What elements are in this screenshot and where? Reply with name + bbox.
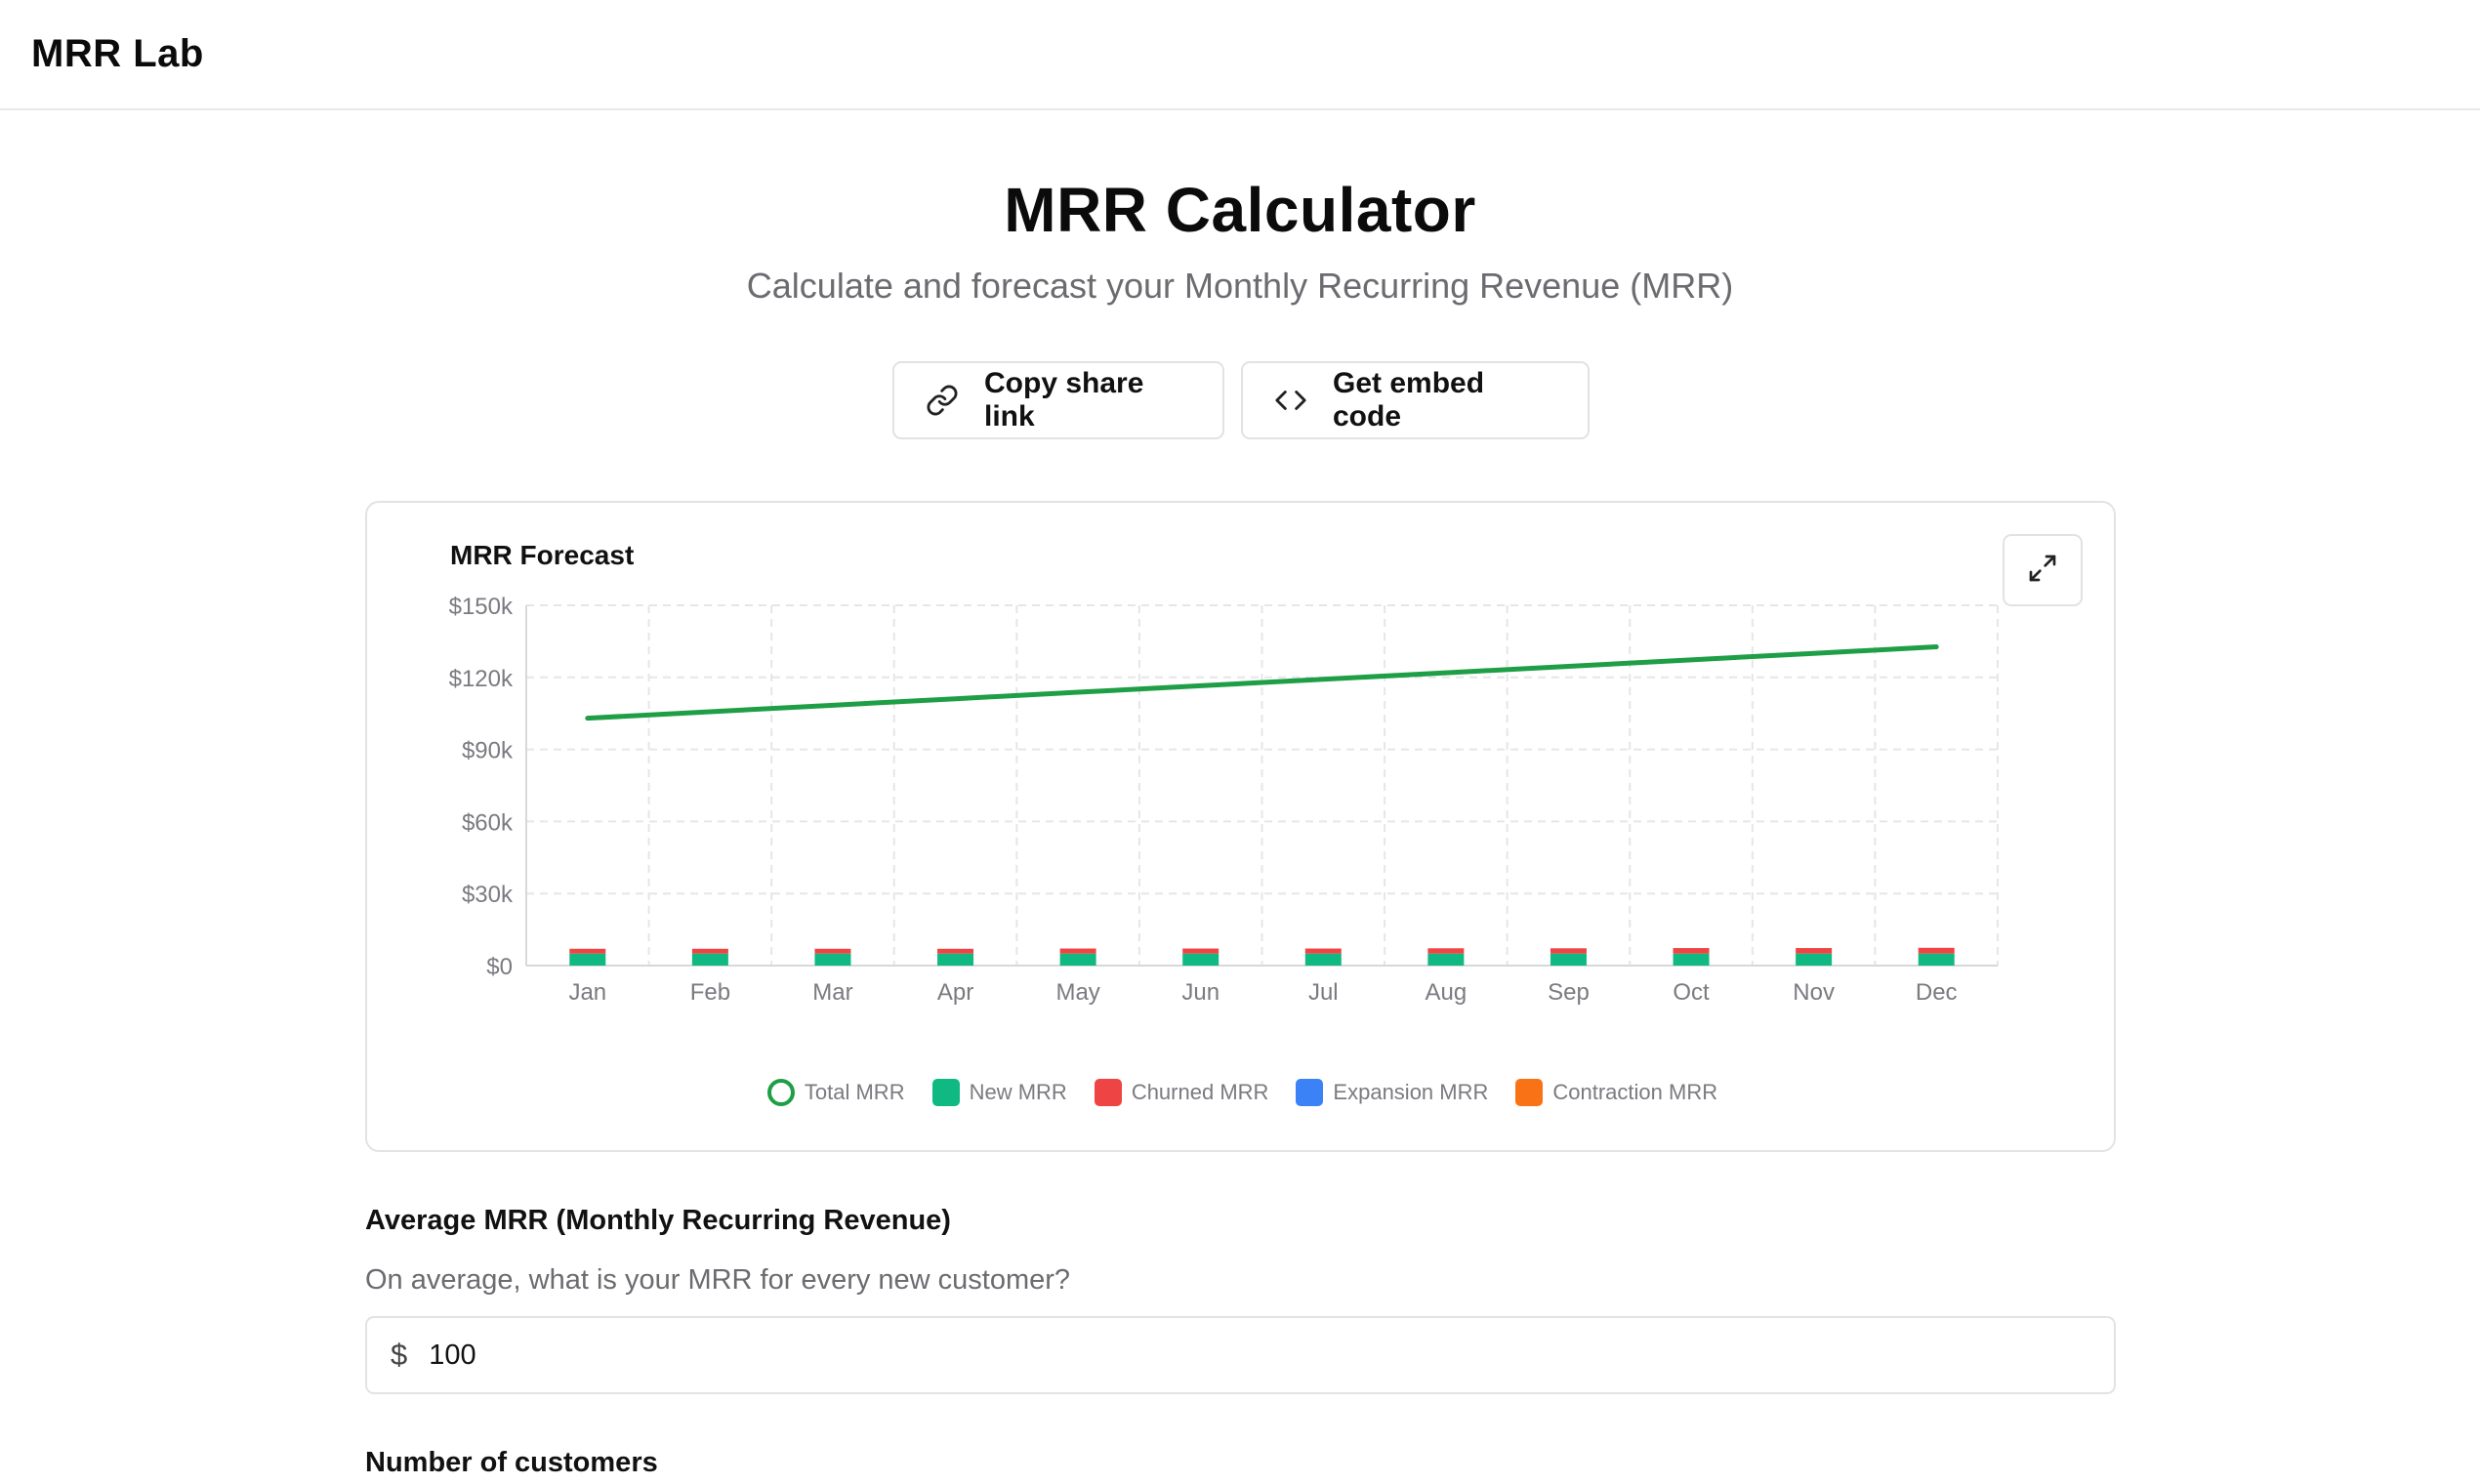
x-tick-label: Feb bbox=[690, 979, 730, 1006]
bar-new-mrr bbox=[1182, 953, 1219, 966]
bar-churned-mrr bbox=[814, 948, 851, 954]
bar-new-mrr bbox=[569, 953, 606, 966]
copy-share-link-button[interactable]: Copy share link bbox=[892, 361, 1224, 439]
y-tick-label: $30k bbox=[462, 882, 514, 908]
bar-churned-mrr bbox=[691, 948, 728, 954]
page-subtitle: Calculate and forecast your Monthly Recu… bbox=[746, 266, 1734, 306]
legend-total-mrr[interactable]: Total MRR bbox=[766, 1079, 905, 1106]
expand-chart-button[interactable] bbox=[2003, 534, 2083, 606]
bar-churned-mrr bbox=[1182, 948, 1219, 954]
x-tick-label: Sep bbox=[1548, 979, 1590, 1006]
bar-churned-mrr bbox=[1796, 948, 1833, 954]
bar-churned-mrr bbox=[1427, 948, 1465, 954]
bar-new-mrr bbox=[1918, 953, 1955, 966]
chart-legend: Total MRR New MRR Churned MRR Expansion … bbox=[367, 1079, 2118, 1106]
page-title: MRR Calculator bbox=[1004, 175, 1476, 245]
get-embed-code-label: Get embed code bbox=[1333, 367, 1485, 433]
action-buttons: Copy share link Get embed code bbox=[892, 361, 1590, 439]
y-tick-label: $90k bbox=[462, 738, 514, 764]
get-embed-code-button[interactable]: Get embed code bbox=[1241, 361, 1590, 439]
bar-new-mrr bbox=[1550, 953, 1587, 966]
legend-new-mrr-label: New MRR bbox=[969, 1080, 1067, 1104]
bar-new-mrr bbox=[1059, 953, 1096, 966]
y-tick-label: $150k bbox=[449, 594, 514, 620]
top-navbar: MRR Lab bbox=[0, 0, 2480, 110]
brand-logo[interactable]: MRR Lab bbox=[31, 32, 204, 75]
customers-label: Number of customers bbox=[365, 1447, 658, 1478]
legend-churned-mrr[interactable]: Churned MRR bbox=[1094, 1079, 1269, 1106]
bar-churned-mrr bbox=[569, 948, 606, 954]
x-tick-label: Nov bbox=[1793, 979, 1835, 1006]
legend-churned-mrr-swatch bbox=[1094, 1079, 1122, 1106]
bar-new-mrr bbox=[1796, 953, 1833, 966]
code-icon bbox=[1274, 384, 1307, 417]
legend-churned-mrr-label: Churned MRR bbox=[1131, 1080, 1269, 1104]
legend-expansion-mrr-swatch bbox=[1296, 1079, 1324, 1106]
bar-new-mrr bbox=[1304, 953, 1342, 966]
avg-mrr-field[interactable]: $ bbox=[365, 1316, 2116, 1394]
bar-churned-mrr bbox=[1304, 948, 1342, 954]
bar-churned-mrr bbox=[1059, 948, 1096, 954]
mrr-forecast-card: MRR Forecast $0 $30k $60k $90k $120k $150k Jan… bbox=[365, 501, 2116, 1152]
avg-mrr-label: Average MRR (Monthly Recurring Revenue) bbox=[365, 1205, 951, 1236]
link-icon bbox=[926, 384, 959, 417]
bar-churned-mrr bbox=[1673, 948, 1710, 954]
legend-contraction-mrr-label: Contraction MRR bbox=[1552, 1080, 1718, 1104]
x-tick-label: Apr bbox=[937, 979, 973, 1006]
y-tick-label: $60k bbox=[462, 809, 514, 836]
x-tick-label: Jul bbox=[1308, 979, 1339, 1006]
x-tick-label: Jan bbox=[568, 979, 606, 1006]
bar-new-mrr bbox=[1673, 953, 1710, 966]
line-total-mrr bbox=[585, 644, 1939, 721]
bar-churned-mrr bbox=[1550, 948, 1587, 954]
legend-new-mrr[interactable]: New MRR bbox=[931, 1079, 1067, 1106]
bar-churned-mrr bbox=[937, 948, 974, 954]
legend-new-mrr-swatch bbox=[931, 1079, 960, 1106]
copy-share-link-label: Copy share link bbox=[984, 367, 1144, 433]
legend-total-mrr-label: Total MRR bbox=[804, 1080, 905, 1104]
legend-expansion-mrr-label: Expansion MRR bbox=[1333, 1080, 1489, 1104]
bar-new-mrr bbox=[937, 953, 974, 966]
expand-icon bbox=[2027, 553, 2058, 589]
x-tick-label: Jun bbox=[1181, 979, 1219, 1006]
x-tick-label: Oct bbox=[1673, 979, 1710, 1006]
bar-churned-mrr bbox=[1918, 947, 1955, 954]
bar-new-mrr bbox=[814, 953, 851, 966]
bar-new-mrr bbox=[691, 953, 728, 966]
chart-title: MRR Forecast bbox=[450, 540, 635, 570]
avg-mrr-input[interactable] bbox=[427, 1338, 1990, 1373]
mrr-forecast-chart: $0 $30k $60k $90k $120k $150k Jan Feb Mar Apr May J… bbox=[449, 594, 1999, 1006]
legend-total-mrr-marker bbox=[766, 1079, 795, 1106]
y-tick-label: $120k bbox=[449, 666, 514, 692]
y-tick-label: $0 bbox=[486, 954, 513, 980]
x-tick-label: Mar bbox=[812, 979, 852, 1006]
bar-new-mrr bbox=[1427, 953, 1465, 966]
legend-contraction-mrr-swatch bbox=[1515, 1079, 1544, 1106]
legend-expansion-mrr[interactable]: Expansion MRR bbox=[1296, 1079, 1488, 1106]
x-tick-label: Dec bbox=[1916, 979, 1958, 1006]
avg-mrr-help: On average, what is your MRR for every n… bbox=[365, 1264, 1071, 1296]
x-tick-label: Aug bbox=[1426, 979, 1467, 1006]
legend-contraction-mrr[interactable]: Contraction MRR bbox=[1515, 1079, 1717, 1106]
currency-prefix: $ bbox=[391, 1338, 408, 1372]
x-tick-label: May bbox=[1055, 979, 1099, 1006]
